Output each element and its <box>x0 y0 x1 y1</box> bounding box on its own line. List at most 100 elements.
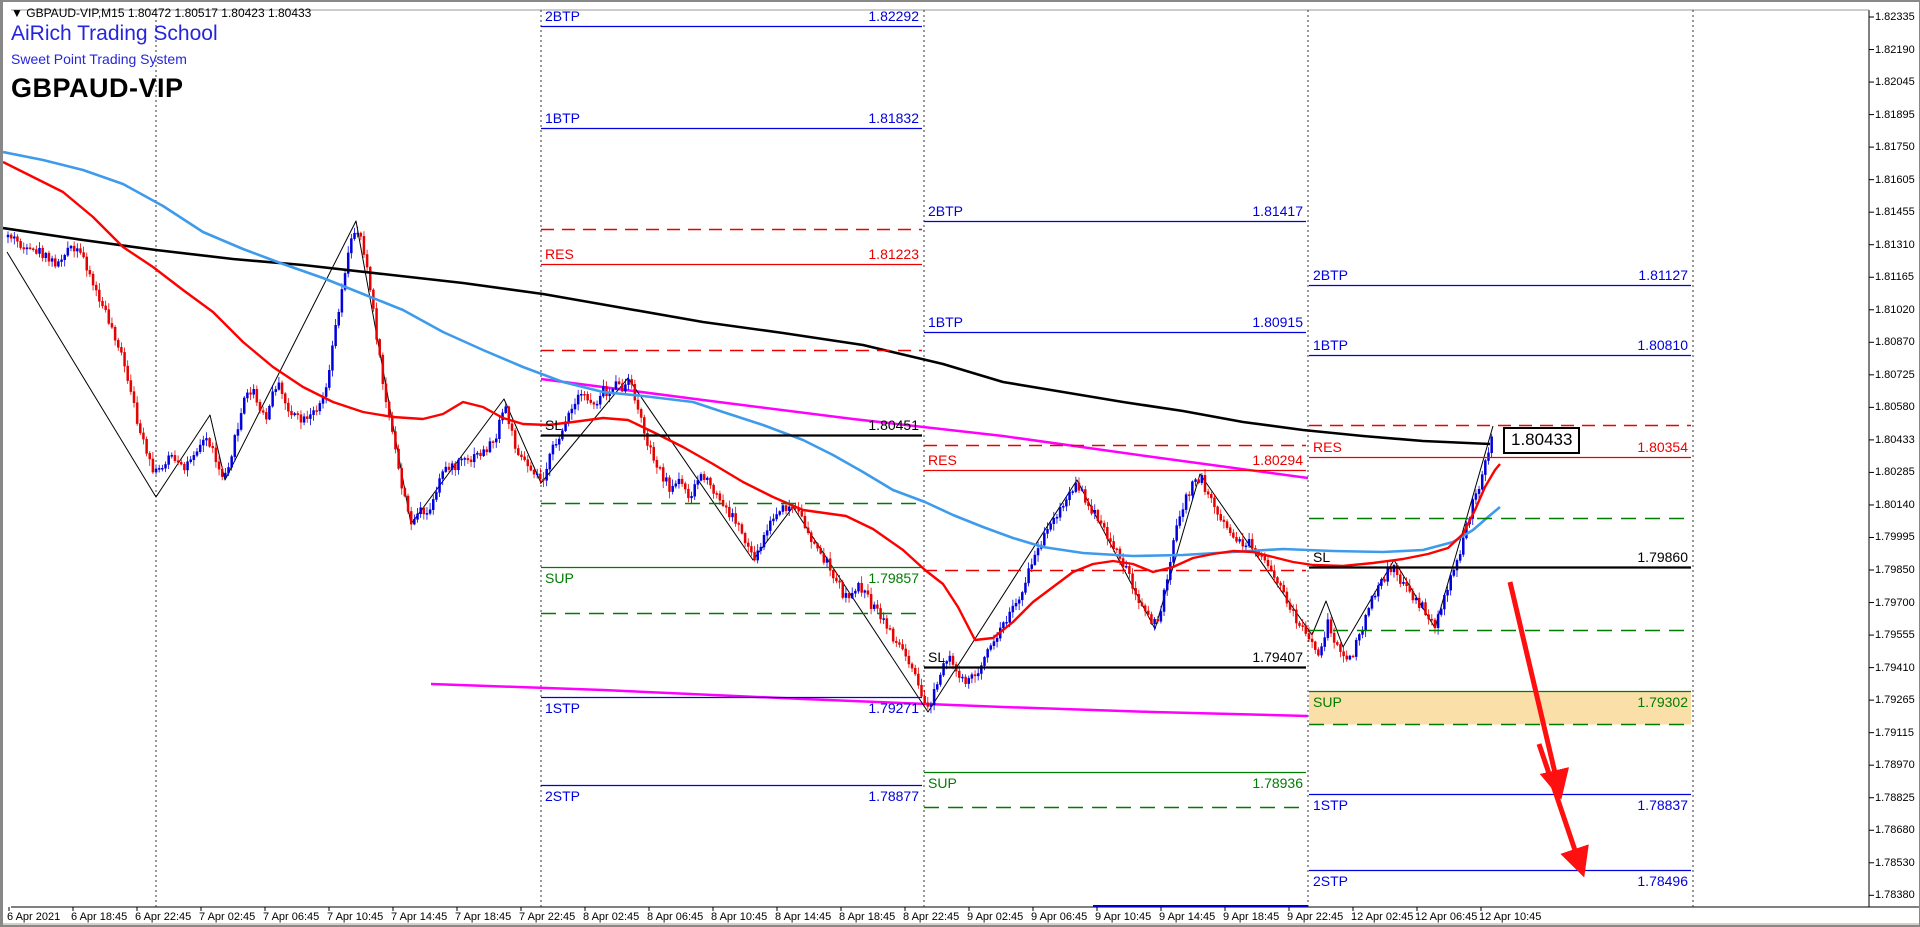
candle-body <box>135 402 139 424</box>
candle-body <box>1455 560 1459 571</box>
candle-body <box>1301 625 1304 627</box>
candle-body <box>1326 619 1330 638</box>
candle-body <box>208 438 211 447</box>
candle-body <box>469 459 473 463</box>
candle-body <box>192 455 196 460</box>
candle-body <box>394 431 397 450</box>
candle-body <box>551 444 555 455</box>
candle-body <box>1087 502 1090 507</box>
candle-body <box>724 505 728 508</box>
candle-body <box>1421 602 1424 608</box>
candle-body <box>1216 506 1219 515</box>
candle-body <box>624 384 627 392</box>
candle-body <box>438 478 441 493</box>
candle-body <box>224 472 227 477</box>
candle-body <box>170 455 174 457</box>
candle-body <box>860 582 863 593</box>
candle-body <box>343 273 347 290</box>
candle-body <box>1307 633 1311 640</box>
candle-body <box>1427 614 1430 620</box>
candle-body <box>381 354 385 385</box>
candle-body <box>850 592 854 599</box>
price-axis-label: 1.80140 <box>1875 498 1915 511</box>
candle-body <box>750 546 753 553</box>
candle-body <box>183 463 186 471</box>
session-1-2stp-line-value: 1.78877 <box>868 787 919 804</box>
candle-body <box>482 449 485 457</box>
candle-body <box>265 412 268 420</box>
time-axis-label: 12 Apr 02:45 <box>1351 911 1414 923</box>
candle-body <box>466 458 470 461</box>
candle-body <box>917 673 920 686</box>
candle-body <box>690 496 693 499</box>
candle-body <box>98 289 101 302</box>
candle-body <box>145 438 148 454</box>
candle-body <box>331 345 334 371</box>
price-axis-label: 1.79555 <box>1875 629 1915 642</box>
candle-body <box>400 468 403 489</box>
candle-body <box>457 459 460 471</box>
candle-body <box>1282 584 1285 593</box>
candle-body <box>614 381 618 390</box>
candle-body <box>920 684 923 697</box>
candle-body <box>328 370 331 388</box>
candle-body <box>1210 494 1213 499</box>
session-3-resistance-line-value: 1.80354 <box>1637 438 1688 455</box>
candle-body <box>1449 575 1452 591</box>
time-axis-label: 9 Apr 14:45 <box>1159 911 1216 923</box>
candle-body <box>441 471 444 479</box>
candle-body <box>1002 622 1005 629</box>
candle-body <box>271 391 274 407</box>
session-3-2stp-line-label: 2STP <box>1313 872 1349 889</box>
candle-body <box>9 234 13 239</box>
candle-body <box>243 397 246 414</box>
candle-body <box>463 458 466 460</box>
candle-body <box>113 326 117 341</box>
candle-body <box>1080 489 1084 491</box>
candle-body <box>1332 632 1336 643</box>
candle-body <box>778 511 781 515</box>
candle-body <box>876 604 879 609</box>
candle-body <box>1430 618 1434 621</box>
candle-body <box>1169 561 1172 580</box>
candle-body <box>1184 494 1188 510</box>
session-1-support-line-value: 1.79857 <box>868 569 919 586</box>
candle-body <box>1329 619 1333 634</box>
candle-body <box>1125 566 1128 568</box>
candle-body <box>435 492 438 500</box>
candle-body <box>1027 568 1030 584</box>
candle-body <box>1484 460 1487 475</box>
candle-body <box>995 637 999 642</box>
candle-body <box>1348 655 1352 660</box>
candle-body <box>1342 651 1345 657</box>
candle-body <box>176 460 180 463</box>
candle-body <box>1279 582 1282 586</box>
candle-body <box>293 413 296 416</box>
candle-body <box>1128 566 1131 574</box>
session-3-stoploss-line-value: 1.79860 <box>1637 548 1688 565</box>
candle-body <box>554 443 558 446</box>
candle-body <box>261 410 265 413</box>
candle-body <box>132 391 136 403</box>
candle-body <box>806 527 810 533</box>
candle-body <box>595 403 599 406</box>
collapse-arrow-icon[interactable]: ▼ <box>11 6 23 20</box>
candle-body <box>356 232 359 235</box>
candle-body <box>120 347 123 353</box>
session-1-2btp-line-label: 2BTP <box>545 7 581 24</box>
candle-body <box>548 453 552 470</box>
candle-body <box>397 448 400 469</box>
watermark: ▼ GBPAUD-VIP,M15 1.80472 1.80517 1.80423… <box>11 6 311 104</box>
candle-body <box>923 695 926 703</box>
candle-body <box>888 628 892 630</box>
candle-body <box>592 402 596 405</box>
price-chart[interactable]: 2BTP 1.82292 1BTP 1.81832 RES 1.81223 SL 1.8045… <box>3 2 1919 925</box>
candle-body <box>1046 529 1049 534</box>
candle-body <box>652 446 655 461</box>
candle-body <box>1049 523 1052 530</box>
candle-body <box>1134 588 1137 595</box>
session-1-1stp-line-value: 1.79271 <box>868 699 919 716</box>
candle-body <box>1036 548 1040 556</box>
candle-body <box>485 449 489 453</box>
candle-body <box>951 655 955 665</box>
